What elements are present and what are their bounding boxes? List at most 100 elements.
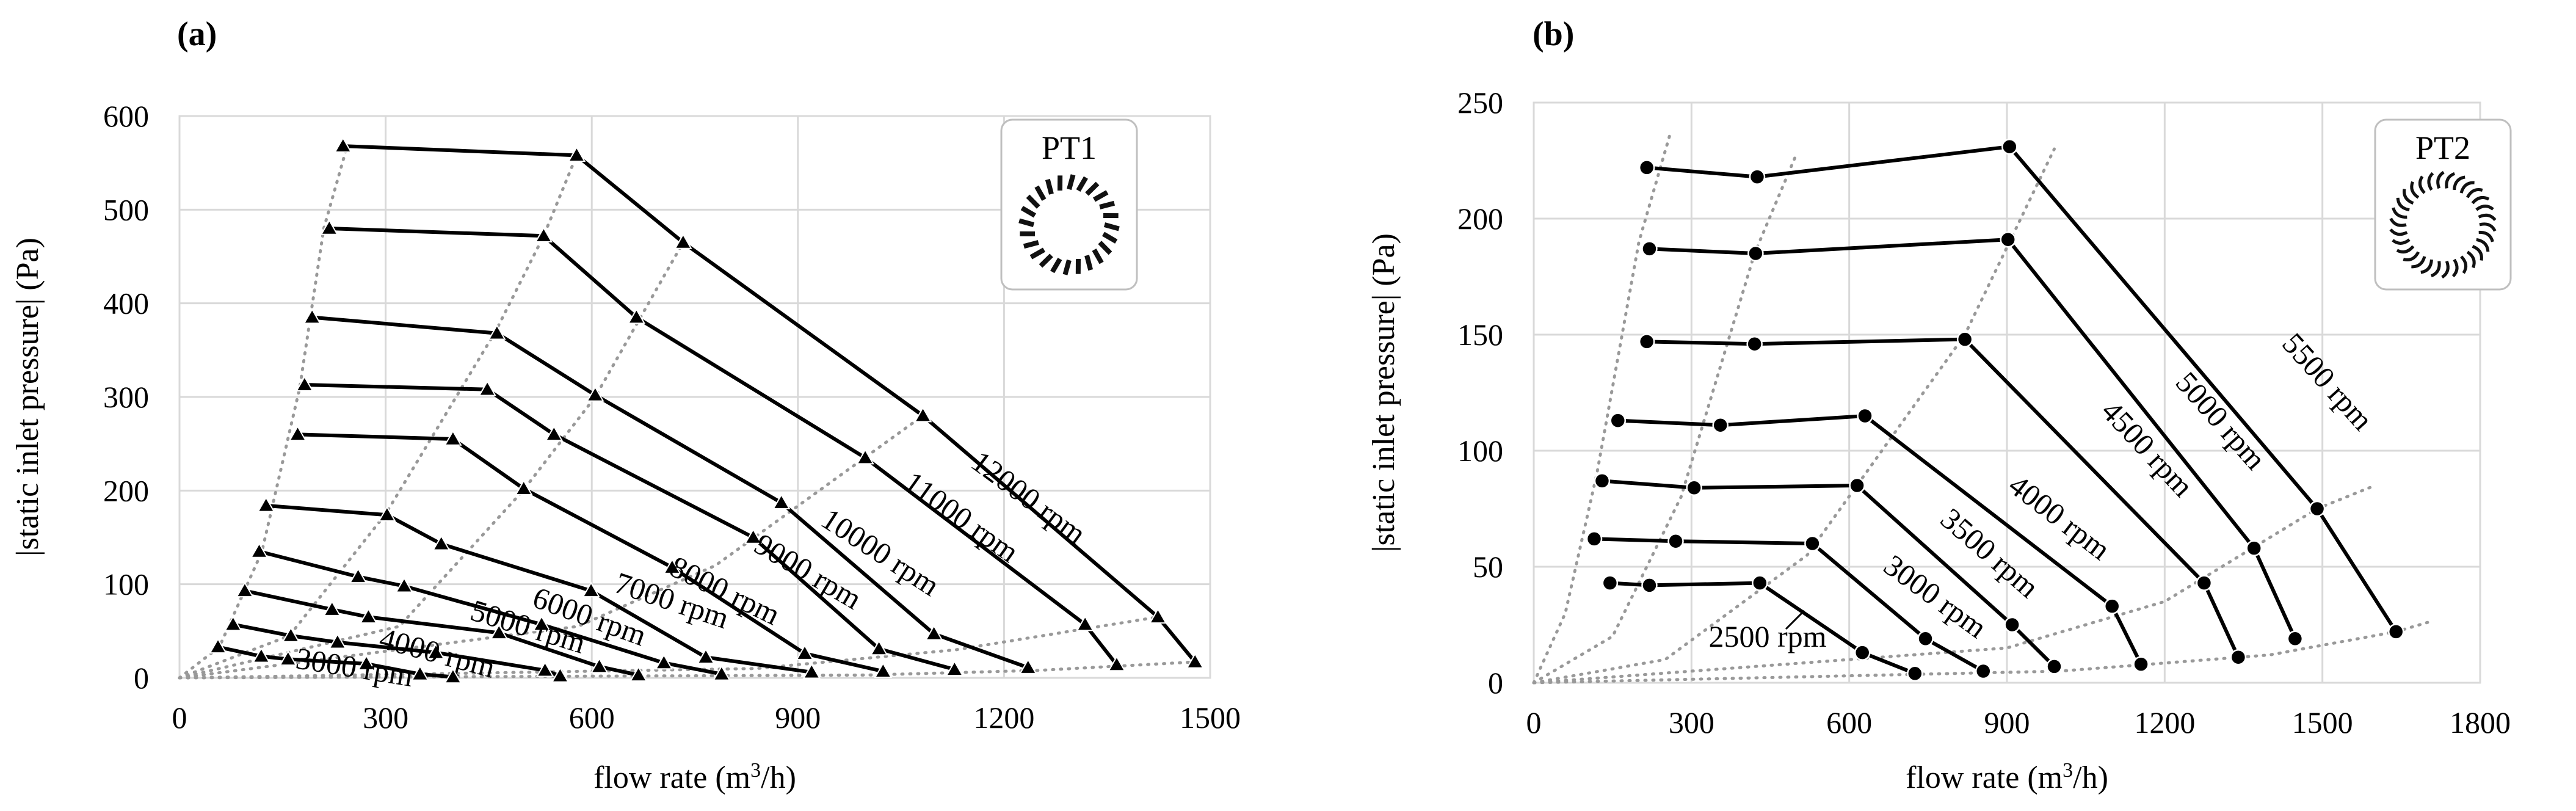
y-tick-label: 200 (103, 473, 149, 507)
data-point-triangle (627, 308, 646, 324)
y-tick-label: 100 (1457, 434, 1503, 468)
data-point-circle (2309, 500, 2326, 517)
data-point-circle (1746, 335, 1763, 352)
data-point-circle (1804, 535, 1821, 552)
x-tick-label: 1500 (2292, 705, 2353, 740)
data-point-circle (1749, 169, 1766, 185)
data-point-triangle (296, 376, 314, 391)
x-tick-label: 1200 (973, 700, 1034, 735)
curved-blades-icon (2389, 170, 2497, 279)
data-point-triangle (713, 664, 731, 681)
data-point-circle (1849, 477, 1865, 494)
data-point-triangle (532, 615, 551, 631)
series-line (329, 227, 1119, 666)
impeller-blade (2418, 175, 2426, 194)
x-tick-label: 0 (1526, 705, 1542, 740)
x-tick-label: 0 (172, 700, 187, 735)
series-label: 4000 rpm (2003, 468, 2117, 567)
data-point-triangle (1076, 615, 1094, 631)
y-axis-title: |static inlet pressure| (Pa) (10, 238, 45, 556)
impeller-blade (1050, 257, 1062, 274)
y-tick-label: 400 (103, 286, 149, 321)
legend: PT1 (1000, 118, 1138, 291)
y-tick-label: 500 (103, 192, 149, 227)
data-point-triangle (395, 576, 413, 593)
data-point-triangle (515, 479, 533, 496)
impeller-blade (2389, 217, 2407, 227)
data-point-triangle (945, 660, 964, 676)
data-point-triangle (586, 385, 604, 402)
data-point-triangle (697, 648, 715, 664)
system-curve-dotted (178, 414, 925, 680)
impeller-blade (1076, 176, 1088, 192)
data-point-triangle (551, 666, 570, 683)
data-point-circle (1854, 644, 1871, 661)
y-tick-label: 150 (1457, 318, 1503, 352)
series-line (311, 315, 1029, 669)
x-tick-label: 300 (363, 700, 408, 735)
impeller-blade (1020, 206, 1037, 218)
data-point-triangle (535, 661, 554, 677)
impeller-blade (1101, 231, 1118, 244)
data-point-triangle (432, 534, 451, 551)
x-tick-label: 300 (1669, 705, 1714, 740)
y-tick-label: 300 (103, 380, 149, 414)
plot-frame (1533, 101, 2481, 684)
data-point-circle (2196, 575, 2213, 591)
series-line (343, 144, 1197, 663)
data-point-circle (2001, 138, 2018, 155)
data-point-circle (2287, 630, 2304, 647)
y-tick-label: 0 (1488, 666, 1503, 700)
data-point-circle (1602, 575, 1619, 591)
x-axis-title: flow rate (m3/h) (593, 759, 796, 795)
data-point-circle (1594, 473, 1611, 489)
data-point-circle (1638, 333, 1655, 350)
data-point-triangle (224, 615, 242, 631)
data-point-circle (1641, 577, 1658, 594)
data-point-triangle (567, 146, 586, 162)
data-point-triangle (655, 653, 673, 670)
impeller-blade (2476, 238, 2490, 252)
plot-frame (178, 115, 1211, 679)
series-label: 2500 rpm (1708, 619, 1826, 653)
data-point-triangle (444, 429, 462, 446)
data-point-triangle (772, 493, 791, 510)
radial-blades-icon (1018, 174, 1120, 275)
data-point-circle (1857, 407, 1873, 424)
data-point-triangle (869, 639, 888, 656)
system-curve-dotted (1532, 620, 2429, 685)
data-point-triangle (802, 663, 821, 679)
impeller-blade (1029, 247, 1045, 260)
y-tick-label: 250 (1457, 85, 1503, 120)
series-line (266, 503, 812, 674)
impeller-blade (2436, 170, 2445, 189)
data-point-triangle (796, 644, 814, 660)
impeller-blade (1084, 255, 1094, 271)
series-line (244, 589, 639, 677)
series-2500-rpm: 2500 rpm (1602, 575, 1923, 682)
data-point-triangle (1108, 655, 1126, 672)
impeller-blade (2403, 251, 2420, 261)
data-point-circle (1667, 533, 1684, 550)
data-point-triangle (334, 137, 352, 153)
data-point-circle (1638, 159, 1655, 176)
data-point-triangle (744, 528, 763, 544)
data-point-triangle (303, 308, 321, 324)
system-curve-dotted (1532, 484, 2377, 685)
data-point-circle (1747, 245, 1764, 262)
data-point-triangle (534, 227, 553, 243)
data-point-triangle (257, 496, 275, 512)
data-point-circle (1686, 479, 1702, 496)
series-6000-rpm: 6000 rpm (250, 542, 731, 681)
impeller-blade (2466, 250, 2476, 269)
data-point-triangle (357, 654, 376, 671)
x-tick-label: 1500 (1180, 700, 1241, 735)
data-point-triangle (590, 657, 609, 674)
y-tick-label: 600 (103, 99, 149, 133)
impeller-blade (2389, 228, 2408, 236)
x-tick-label: 1200 (2134, 705, 2195, 740)
data-point-circle (1586, 531, 1603, 547)
data-point-triangle (1019, 658, 1037, 674)
series-line (297, 432, 884, 674)
y-axis-title: |static inlet pressure| (Pa) (1366, 233, 1401, 552)
